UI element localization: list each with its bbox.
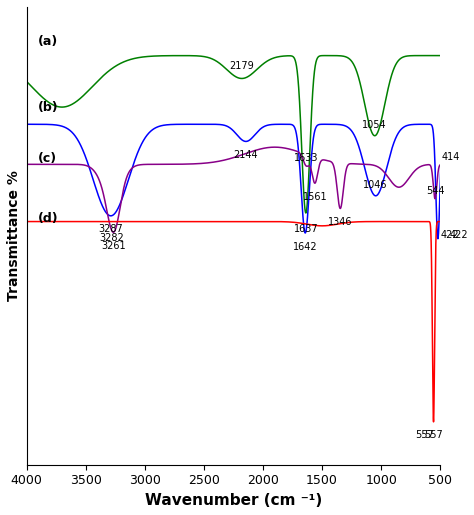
Text: 1054: 1054	[363, 120, 387, 130]
Text: 3282: 3282	[99, 233, 124, 243]
Text: 1642: 1642	[293, 242, 318, 252]
Text: 3287: 3287	[99, 225, 123, 234]
Text: 422: 422	[440, 230, 459, 240]
Text: 544: 544	[426, 186, 444, 196]
Y-axis label: Transmittance %: Transmittance %	[7, 170, 21, 301]
X-axis label: Wavenumber (cm ⁻¹): Wavenumber (cm ⁻¹)	[145, 493, 322, 508]
Text: 3261: 3261	[101, 241, 126, 251]
Text: 557: 557	[424, 431, 443, 440]
Text: (a): (a)	[38, 35, 59, 48]
Text: 422: 422	[449, 230, 468, 240]
Text: 2144: 2144	[234, 150, 258, 160]
Text: 414: 414	[441, 151, 460, 162]
Text: 1637: 1637	[293, 225, 318, 234]
Text: 1561: 1561	[302, 192, 327, 202]
Text: 1346: 1346	[328, 217, 353, 227]
Text: 1046: 1046	[364, 180, 388, 190]
Text: 2179: 2179	[229, 61, 254, 71]
Text: (c): (c)	[38, 152, 57, 165]
Text: (b): (b)	[38, 100, 59, 114]
Text: 1633: 1633	[294, 153, 319, 163]
Text: 557: 557	[415, 431, 434, 440]
Text: (d): (d)	[38, 212, 59, 225]
